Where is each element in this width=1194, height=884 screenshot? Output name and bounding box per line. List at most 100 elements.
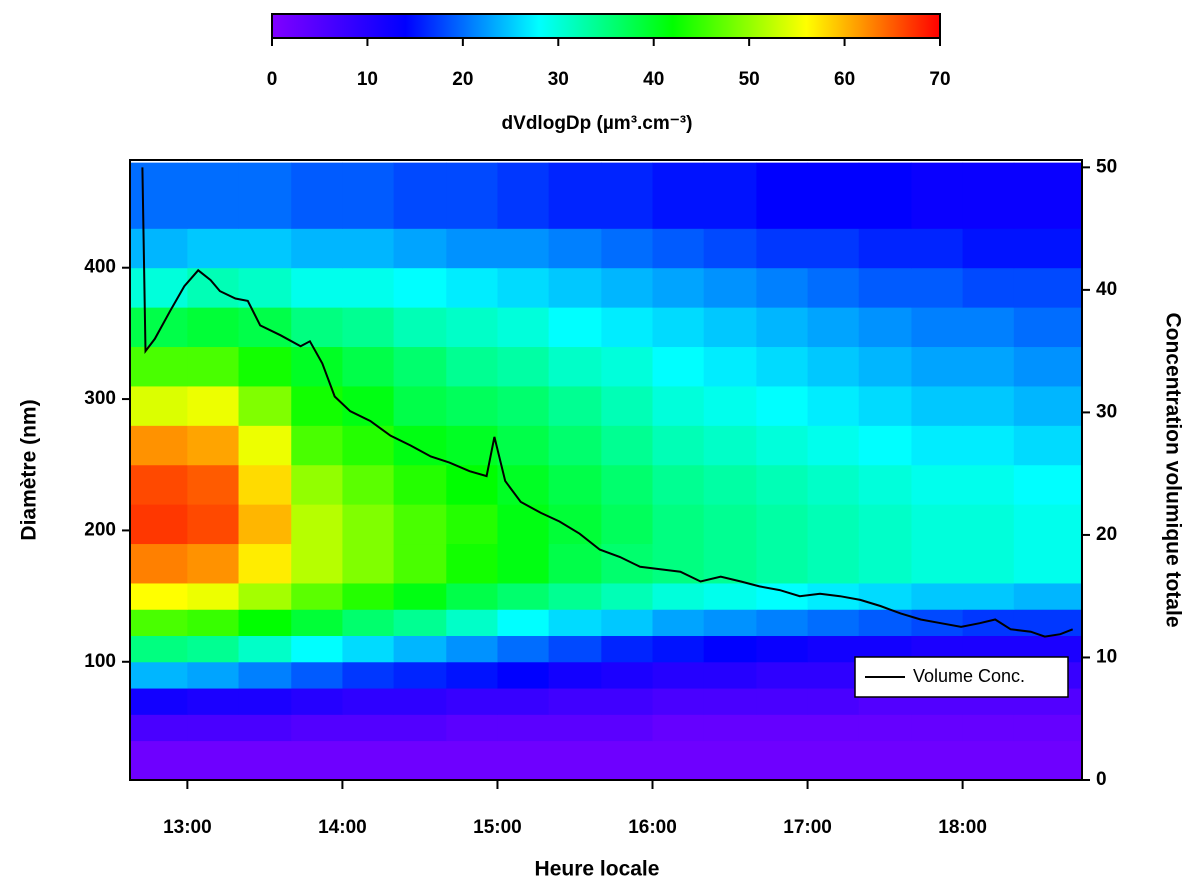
heatmap-cell [601, 464, 654, 505]
heatmap-cell [962, 162, 1015, 229]
heatmap-cell [393, 661, 447, 689]
heatmap-cell [342, 582, 395, 610]
heatmap-cell [756, 661, 809, 689]
x-tick-label: 18:00 [938, 817, 987, 838]
heatmap-cell [601, 714, 654, 742]
heatmap-cell [238, 385, 292, 426]
x-tick-label: 13:00 [163, 817, 212, 838]
heatmap-cell [291, 635, 343, 663]
heatmap-cell [807, 661, 860, 689]
colorbar [271, 13, 941, 39]
heatmap-cell [342, 740, 395, 780]
heatmap-cell [393, 714, 447, 742]
heatmap-cell [601, 740, 654, 780]
heatmap-cell [858, 228, 912, 269]
heatmap-cell [497, 385, 550, 426]
heatmap-cell [756, 464, 809, 505]
heatmap-cell [130, 425, 188, 466]
heatmap-cell [601, 385, 654, 426]
heatmap-cell [291, 688, 343, 715]
heatmap-cell [446, 714, 498, 742]
heatmap-cell [342, 346, 395, 387]
heatmap-cell [1013, 385, 1082, 426]
heatmap-cell [291, 267, 343, 308]
heatmap [130, 162, 1082, 780]
heatmap-cell [703, 609, 757, 637]
heatmap-cell [446, 740, 498, 780]
colorbar-tick-label: 30 [548, 69, 569, 90]
heatmap-cell [652, 609, 705, 637]
heatmap-cell [756, 385, 809, 426]
heatmap-cell [756, 688, 809, 715]
heatmap-cell [962, 714, 1015, 742]
heatmap-cell [911, 385, 964, 426]
heatmap-cell [703, 543, 757, 584]
y2-tick-label: 30 [1096, 401, 1117, 422]
y2-tick-label: 50 [1096, 156, 1117, 177]
heatmap-cell [291, 714, 343, 742]
heatmap-cell [187, 635, 240, 663]
x-tick-label: 15:00 [473, 817, 522, 838]
heatmap-cell [858, 582, 912, 610]
heatmap-cell [858, 385, 912, 426]
heatmap-cell [911, 162, 964, 229]
heatmap-cell [1013, 425, 1082, 466]
heatmap-cell [548, 582, 602, 610]
heatmap-cell [130, 661, 188, 689]
heatmap-cell [187, 385, 240, 426]
heatmap-cell [393, 385, 447, 426]
colorbar-tick-label: 70 [929, 69, 950, 90]
heatmap-cell [807, 543, 860, 584]
heatmap-cell [962, 307, 1015, 348]
heatmap-cell [187, 307, 240, 348]
heatmap-cell [291, 661, 343, 689]
heatmap-cell [238, 162, 292, 229]
heatmap-cell [652, 267, 705, 308]
heatmap-cell [497, 162, 550, 229]
heatmap-cell [962, 543, 1015, 584]
heatmap-cell [652, 425, 705, 466]
colorbar-tick-label: 40 [643, 69, 664, 90]
heatmap-cell [548, 635, 602, 663]
heatmap-cell [130, 609, 188, 637]
heatmap-cell [807, 504, 860, 545]
heatmap-cell [807, 635, 860, 663]
heatmap-cell [1013, 582, 1082, 610]
heatmap-cell [756, 543, 809, 584]
heatmap-cell [393, 543, 447, 584]
heatmap-cell [291, 543, 343, 584]
heatmap-cell [858, 346, 912, 387]
heatmap-cell [858, 425, 912, 466]
heatmap-cell [342, 635, 395, 663]
heatmap-cell [1013, 162, 1082, 229]
heatmap-cell [497, 714, 550, 742]
plot-frame [129, 159, 1083, 781]
heatmap-cell [807, 267, 860, 308]
heatmap-cell [130, 267, 188, 308]
heatmap-cell [187, 346, 240, 387]
heatmap-cell [238, 740, 292, 780]
heatmap-cell [548, 688, 602, 715]
heatmap-cell [1013, 714, 1082, 742]
heatmap-cell [962, 228, 1015, 269]
heatmap-cell [756, 228, 809, 269]
heatmap-cell [858, 504, 912, 545]
heatmap-cell [756, 609, 809, 637]
heatmap-cell [446, 504, 498, 545]
heatmap-cell [130, 740, 188, 780]
heatmap-cell [446, 543, 498, 584]
heatmap-cell [393, 267, 447, 308]
heatmap-cell [858, 464, 912, 505]
heatmap-cell [238, 543, 292, 584]
heatmap-cell [962, 425, 1015, 466]
heatmap-cell [130, 504, 188, 545]
heatmap-cell [342, 504, 395, 545]
heatmap-cell [807, 740, 860, 780]
heatmap-cell [187, 688, 240, 715]
heatmap-cell [238, 346, 292, 387]
colorbar-tick-label: 20 [452, 69, 473, 90]
heatmap-cell [497, 346, 550, 387]
heatmap-cell [187, 582, 240, 610]
y2-axis-label: Concentration volumique totale [1161, 312, 1184, 627]
heatmap-cell [756, 162, 809, 229]
